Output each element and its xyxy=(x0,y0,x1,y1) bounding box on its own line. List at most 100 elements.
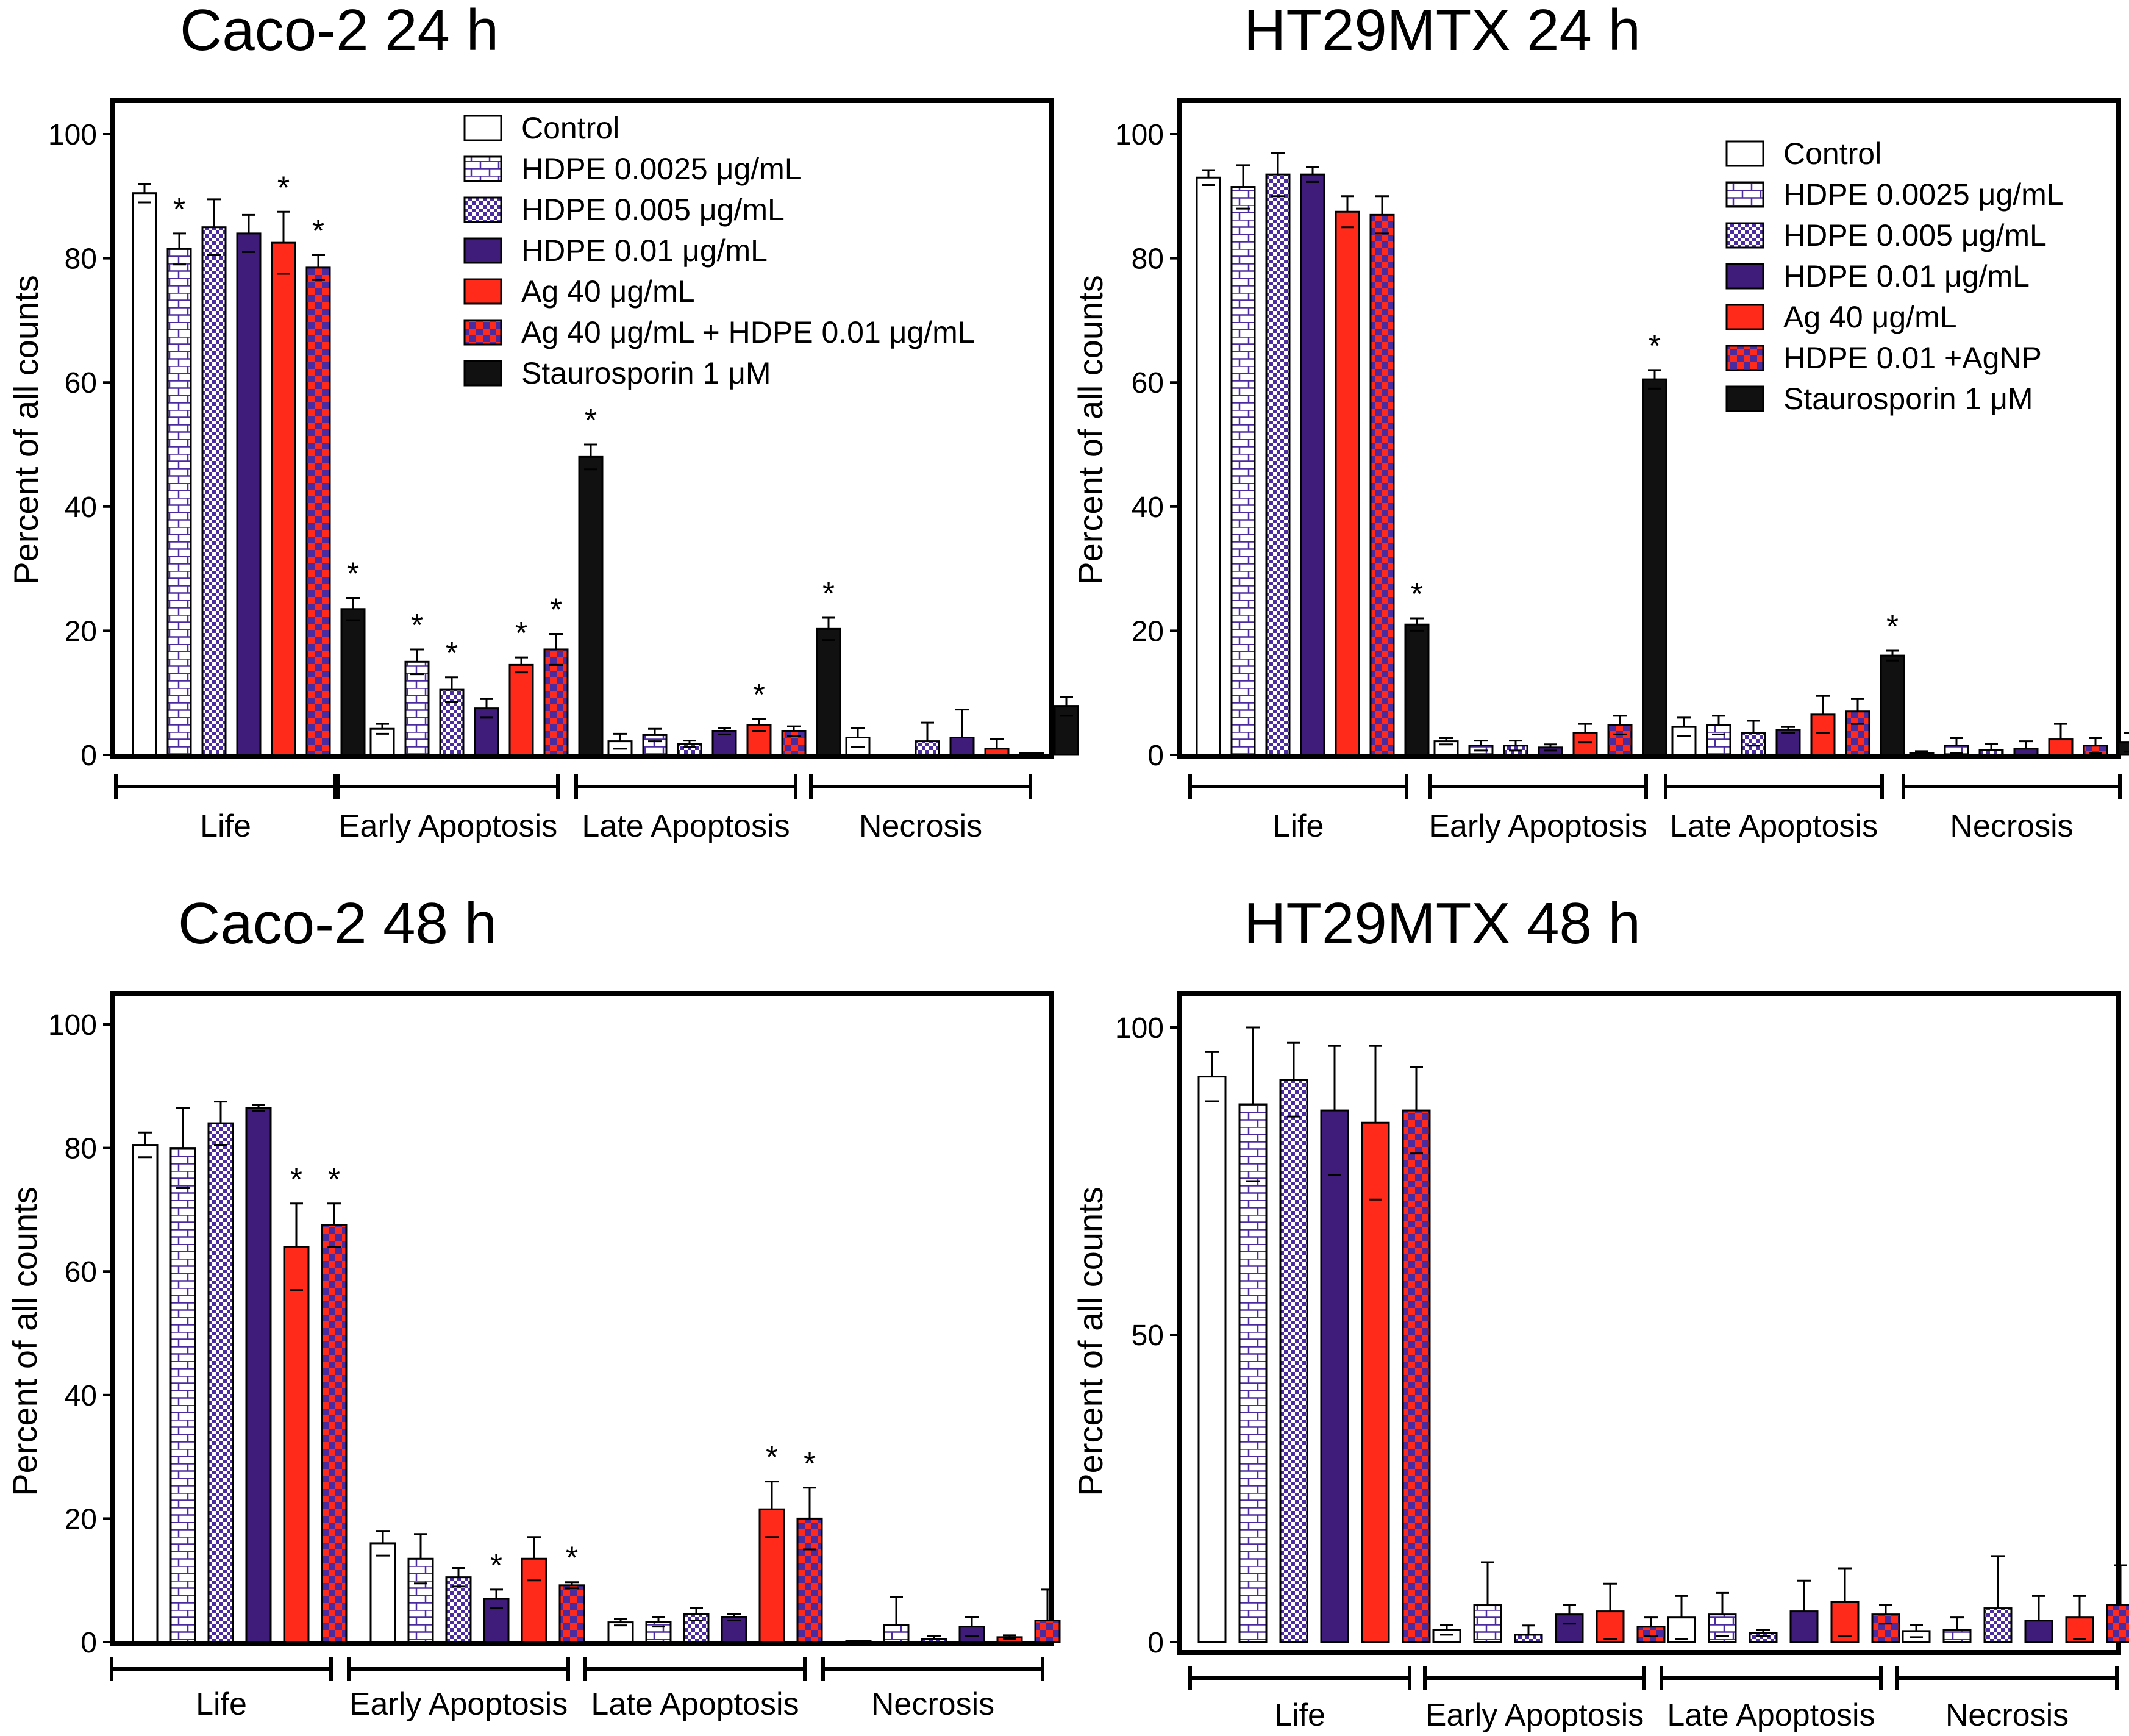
bar-ag40 xyxy=(758,1508,785,1643)
significance-star: * xyxy=(753,677,765,713)
plot-frame xyxy=(1177,991,2121,1655)
group-label: Life xyxy=(1274,1698,1325,1733)
significance-star: * xyxy=(277,170,290,205)
panel-caco2-24h: Caco-2 24 h Percent of all counts 0 20 40 6… xyxy=(7,0,1079,844)
legend-label: HDPE 0.005 μg/mL xyxy=(1783,218,2047,252)
bars: * * * xyxy=(1196,152,2129,756)
bar-hdpe01 xyxy=(1775,729,1801,756)
bar-ag_hdpe xyxy=(1607,724,1633,756)
group-label: Late Apoptosis xyxy=(1667,1698,1875,1733)
bar-ag40 xyxy=(1361,1121,1390,1643)
bar-hdpe005 xyxy=(1741,732,1766,756)
group-label: Late Apoptosis xyxy=(582,809,790,844)
y-axis-label: Percent of all counts xyxy=(1071,275,1110,584)
group-label: Necrosis xyxy=(859,809,982,844)
plot-frame xyxy=(110,98,1054,759)
bar-ag_hdpe xyxy=(1402,1109,1431,1643)
legend-swatch-ag40 xyxy=(463,278,502,305)
bar-ag_hdpe xyxy=(1034,1620,1061,1643)
legend-label: HDPE 0.0025 μg/mL xyxy=(1783,177,2064,212)
bar-stauro xyxy=(1642,378,1667,756)
y-tick-label: 100 xyxy=(48,1009,97,1041)
legend-label: Ag 40 μg/mL + HDPE 0.01 μg/mL xyxy=(521,315,975,349)
legend-swatch-ag_hdpe xyxy=(1725,345,1764,371)
y-axis-ticks: 0 20 40 60 80 100 xyxy=(48,1009,113,1659)
bar-ag40 xyxy=(508,663,534,756)
y-tick-label: 0 xyxy=(1147,1627,1164,1659)
y-tick-label: 0 xyxy=(80,1627,97,1659)
significance-star: * xyxy=(1649,329,1661,364)
significance-star: * xyxy=(347,556,359,591)
significance-star: * xyxy=(585,403,597,438)
significance-star: * xyxy=(766,1440,778,1476)
bar-hdpe0025 xyxy=(1708,1613,1737,1643)
bar-stauro xyxy=(1054,705,1079,756)
legend-swatch-hdpe01 xyxy=(1725,263,1764,290)
y-tick-label: 50 xyxy=(1132,1320,1164,1352)
panel-title: HT29MTX 48 h xyxy=(1244,891,1641,956)
group-label: Late Apoptosis xyxy=(1670,809,1878,844)
bar-control xyxy=(1433,740,1459,756)
y-tick-label: 100 xyxy=(1115,1012,1164,1045)
y-tick-label: 20 xyxy=(1132,615,1164,648)
bar-control xyxy=(845,1640,872,1643)
bar-hdpe005 xyxy=(1279,1079,1308,1643)
legend-label: HDPE 0.005 μg/mL xyxy=(521,193,785,227)
bar-stauro xyxy=(2117,741,2129,756)
y-tick-label: 60 xyxy=(65,367,97,399)
legend-swatch-stauro xyxy=(463,360,502,387)
bar-ag_hdpe xyxy=(305,266,331,756)
significance-star: * xyxy=(173,192,185,227)
significance-star: * xyxy=(290,1162,302,1198)
bar-ag40 xyxy=(1830,1601,1860,1643)
bar-hdpe0025 xyxy=(169,1147,196,1643)
legend-swatch-hdpe0025 xyxy=(463,155,502,182)
x-axis-groups: Life Early Apoptosis Late Apoptosis Necrosi… xyxy=(114,774,1032,844)
y-tick-label: 80 xyxy=(1132,243,1164,276)
bar-hdpe005 xyxy=(915,740,940,756)
legend-label: HDPE 0.0025 μg/mL xyxy=(521,152,802,186)
bar-ag40 xyxy=(1810,713,1836,756)
legend: Control HDPE 0.0025 μg/mL HDPE 0.005 μg/mL… xyxy=(463,111,975,390)
legend-swatch-hdpe005 xyxy=(463,196,502,223)
y-tick-label: 80 xyxy=(65,1133,97,1165)
panel-ht29mtx-48h: HT29MTX 48 h Percent of all counts 0 50 10… xyxy=(1071,891,2129,1733)
bar-hdpe005 xyxy=(677,743,702,756)
significance-star: * xyxy=(1886,609,1899,645)
significance-star: * xyxy=(446,636,458,671)
bar-hdpe0025 xyxy=(1942,1629,1972,1643)
x-axis-groups: Life Early Apoptosis Late Apoptosis Necrosi… xyxy=(1188,774,2122,844)
significance-star: * xyxy=(566,1541,578,1576)
group-label: Late Apoptosis xyxy=(591,1687,799,1722)
bar-ag40 xyxy=(283,1246,310,1643)
legend-label: Ag 40 μg/mL xyxy=(521,274,695,309)
bar-hdpe01 xyxy=(1789,1610,1819,1643)
bar-stauro xyxy=(340,608,366,756)
bar-ag_hdpe xyxy=(1019,752,1044,756)
bar-ag_hdpe xyxy=(781,730,807,756)
bar-ag_hdpe xyxy=(558,1584,585,1643)
bar-ag40 xyxy=(1596,1610,1625,1643)
y-tick-label: 0 xyxy=(1147,740,1164,772)
bar-ag_hdpe xyxy=(1636,1626,1666,1643)
panel-caco2-48h: Caco-2 48 h Percent of all counts 0 20 40 6… xyxy=(5,891,1061,1722)
legend-swatch-ag_hdpe xyxy=(463,319,502,346)
bar-hdpe0025 xyxy=(166,248,192,756)
y-tick-label: 20 xyxy=(65,615,97,648)
legend-swatch-stauro xyxy=(1725,385,1764,412)
bar-ag_hdpe xyxy=(321,1224,348,1643)
bar-hdpe0025 xyxy=(645,1621,672,1643)
legend-swatch-hdpe005 xyxy=(1725,222,1764,249)
y-tick-label: 60 xyxy=(65,1256,97,1288)
bar-ag_hdpe xyxy=(2106,1604,2129,1643)
panel-title: Caco-2 48 h xyxy=(178,891,497,956)
legend-label: Control xyxy=(521,111,619,145)
bar-hdpe01 xyxy=(236,232,262,756)
bars: * * * * * * * * * * * xyxy=(132,170,1079,756)
bar-hdpe01 xyxy=(958,1626,985,1643)
bar-hdpe0025 xyxy=(1706,724,1731,756)
bar-stauro xyxy=(816,627,841,756)
bar-hdpe01 xyxy=(2024,1620,2053,1643)
bar-hdpe0025 xyxy=(1230,186,1256,756)
bar-ag40 xyxy=(1335,210,1360,756)
